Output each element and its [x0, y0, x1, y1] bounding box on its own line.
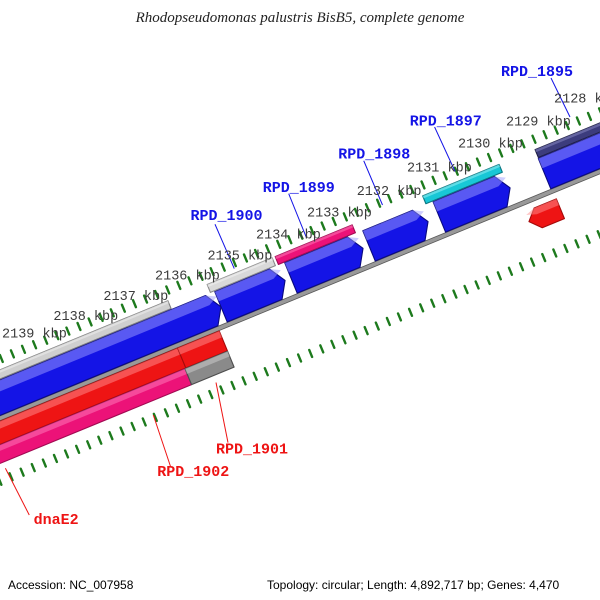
- svg-text:2137 kbp: 2137 kbp: [103, 290, 168, 305]
- svg-text:2139 kbp: 2139 kbp: [2, 328, 67, 343]
- svg-text:RPD_1900: RPD_1900: [191, 208, 263, 225]
- svg-text:2136 kbp: 2136 kbp: [155, 269, 220, 284]
- svg-text:2133 kbp: 2133 kbp: [307, 207, 372, 222]
- svg-text:RPD_1902: RPD_1902: [157, 464, 229, 481]
- svg-text:RPD_1895: RPD_1895: [501, 64, 573, 81]
- svg-text:2129 kbp: 2129 kbp: [506, 116, 571, 131]
- svg-text:2135 kbp: 2135 kbp: [208, 249, 273, 264]
- svg-text:2130 kbp: 2130 kbp: [458, 137, 523, 152]
- svg-text:dnaE2: dnaE2: [34, 512, 79, 529]
- svg-text:RPD_1897: RPD_1897: [410, 113, 482, 130]
- svg-text:RPD_1899: RPD_1899: [263, 180, 335, 197]
- svg-text:2138 kbp: 2138 kbp: [53, 310, 118, 325]
- svg-text:2134 kbp: 2134 kbp: [256, 229, 321, 244]
- svg-text:2131 kbp: 2131 kbp: [407, 162, 472, 177]
- svg-text:RPD_1901: RPD_1901: [216, 441, 288, 458]
- svg-text:RPD_1898: RPD_1898: [338, 147, 410, 164]
- svg-text:2128 kbp: 2128 kbp: [554, 92, 600, 107]
- svg-text:2132 kbp: 2132 kbp: [357, 185, 422, 200]
